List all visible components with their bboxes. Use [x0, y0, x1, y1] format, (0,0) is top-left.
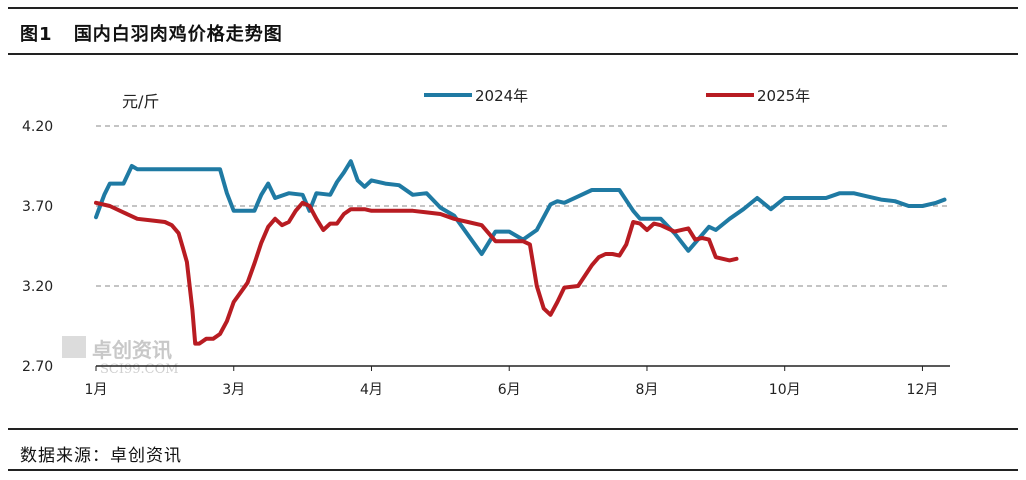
x-tick-label: 12月 [907, 382, 939, 398]
y-tick-label: 2.70 [22, 359, 53, 375]
x-tick-label: 6月 [498, 382, 521, 398]
price-line-chart: 卓创资讯 SCI99.COM 2.70 3.20 3.70 4.20 1月 3月 4月 6月 8… [22, 87, 950, 398]
x-tick-label: 1月 [85, 382, 108, 398]
grid-layer [96, 125, 950, 287]
series-layer [94, 159, 947, 346]
x-tick-label: 4月 [360, 382, 383, 398]
series-line-2024 [94, 159, 947, 256]
y-unit-label: 元/斤 [122, 92, 159, 111]
x-tick-label: 8月 [636, 382, 659, 398]
series-line-2025 [94, 200, 739, 346]
x-tick-label: 3月 [222, 382, 245, 398]
watermark: 卓创资讯 SCI99.COM [62, 336, 179, 377]
y-tick-label: 3.70 [22, 199, 53, 215]
bottom-rule [8, 469, 1018, 471]
source-rule [8, 428, 1018, 430]
watermark-logo-icon [62, 336, 86, 358]
y-tick-label: 3.20 [22, 279, 53, 295]
watermark-sub: SCI99.COM [100, 362, 179, 377]
watermark-text: 卓创资讯 [92, 338, 172, 362]
data-source: 数据来源：卓创资讯 [20, 446, 182, 466]
figure-label: 图1 [20, 24, 53, 45]
x-tick-label: 10月 [769, 382, 801, 398]
title-rule [8, 53, 1018, 55]
legend-label: 2025年 [757, 87, 810, 105]
figure-title-text: 国内白羽肉鸡价格走势图 [73, 24, 283, 45]
legend: 2024年 2025年 [424, 87, 810, 105]
y-tick-label: 4.20 [22, 119, 53, 135]
axis-layer: 2.70 3.20 3.70 4.20 1月 3月 4月 6月 8月 10月 12月 [22, 119, 950, 398]
legend-label: 2024年 [475, 87, 528, 105]
top-rule [8, 7, 1018, 9]
figure-title: 图1 国内白羽肉鸡价格走势图 [20, 20, 283, 46]
